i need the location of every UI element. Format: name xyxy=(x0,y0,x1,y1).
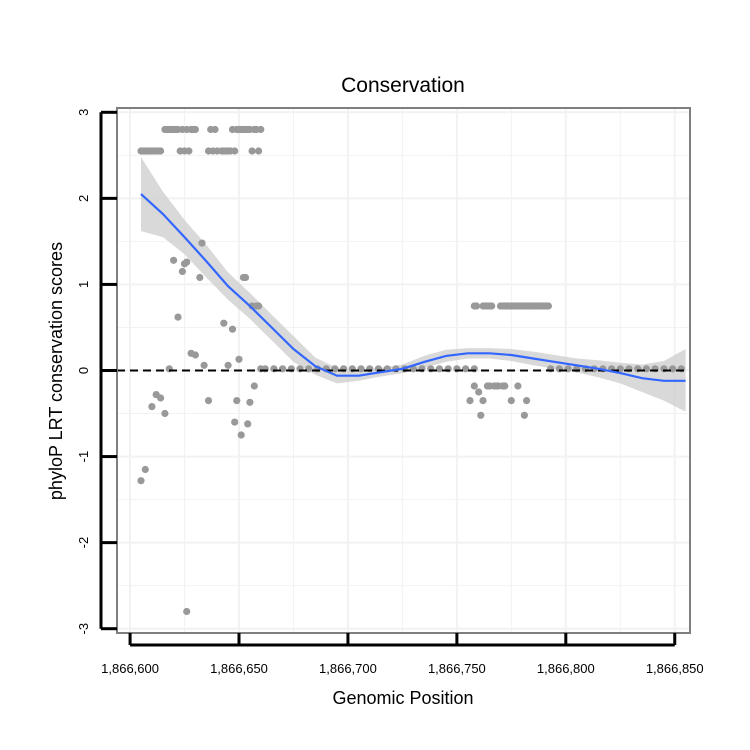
y-tick-label: -3 xyxy=(76,623,91,635)
confidence-band xyxy=(141,157,686,412)
data-point xyxy=(148,403,156,411)
data-point xyxy=(211,125,219,134)
y-tick-label: 2 xyxy=(76,195,91,202)
data-point xyxy=(196,273,204,282)
data-point xyxy=(174,313,182,321)
data-point xyxy=(470,382,478,390)
data-point xyxy=(157,394,165,402)
data-point xyxy=(224,361,232,369)
data-point xyxy=(244,420,252,428)
data-point xyxy=(255,147,263,155)
data-point xyxy=(514,382,522,390)
data-point xyxy=(228,325,237,333)
data-point xyxy=(191,125,199,134)
data-point xyxy=(233,397,241,405)
data-point xyxy=(501,382,509,390)
y-tick-label: -2 xyxy=(76,537,91,549)
chart-title: Conservation xyxy=(341,74,465,97)
y-tick-label: -1 xyxy=(76,451,91,463)
data-point xyxy=(231,418,239,426)
data-point xyxy=(200,361,208,369)
data-point xyxy=(157,147,165,155)
data-point xyxy=(544,302,553,310)
x-tick-label: 1,866,800 xyxy=(537,661,595,676)
data-point xyxy=(185,147,193,155)
x-tick-label: 1,866,700 xyxy=(319,661,377,676)
data-point xyxy=(246,398,254,406)
data-point xyxy=(183,258,191,266)
data-point xyxy=(520,411,529,419)
data-point xyxy=(523,397,531,405)
data-point xyxy=(161,409,169,418)
y-axis: -3 -2 -1 0 1 2 3 xyxy=(76,109,117,635)
data-point xyxy=(178,267,186,276)
data-point xyxy=(235,355,243,363)
data-point xyxy=(170,256,178,264)
data-point xyxy=(183,607,191,616)
y-axis-label: phyloP LRT conservation scores xyxy=(46,242,66,500)
x-tick-label: 1,866,600 xyxy=(101,661,159,676)
x-tick-label: 1,866,750 xyxy=(428,661,486,676)
data-point xyxy=(231,147,239,155)
x-tick-label: 1,866,850 xyxy=(646,661,704,676)
data-point xyxy=(241,273,250,282)
y-tick-label: 1 xyxy=(76,281,91,288)
data-point xyxy=(248,147,256,155)
data-point xyxy=(250,382,258,390)
data-point xyxy=(237,431,245,439)
data-point xyxy=(475,388,483,396)
data-point xyxy=(477,411,485,419)
y-tick-label: 0 xyxy=(76,367,91,374)
data-point xyxy=(220,319,228,327)
data-point xyxy=(191,351,199,359)
data-point xyxy=(357,365,365,373)
y-tick-label: 3 xyxy=(76,109,91,116)
data-point xyxy=(198,239,206,247)
smooth-line-group xyxy=(140,193,686,382)
smooth-line xyxy=(140,193,686,382)
data-point xyxy=(488,302,496,310)
data-point xyxy=(472,302,481,310)
data-point xyxy=(331,365,339,373)
data-point xyxy=(141,465,149,474)
confidence-band-area xyxy=(141,157,686,412)
data-point xyxy=(435,365,443,373)
x-tick-label: 1,866,650 xyxy=(210,661,268,676)
data-point xyxy=(466,397,474,405)
data-point xyxy=(137,477,145,485)
x-axis-label: Genomic Position xyxy=(332,688,473,708)
x-axis: 1,866,600 1,866,650 1,866,700 1,866,750 1,86… xyxy=(101,633,704,676)
data-point xyxy=(462,365,470,373)
data-point xyxy=(257,125,265,134)
data-point xyxy=(255,302,263,310)
data-point xyxy=(479,397,487,405)
data-point xyxy=(204,397,213,405)
data-point xyxy=(507,397,515,405)
